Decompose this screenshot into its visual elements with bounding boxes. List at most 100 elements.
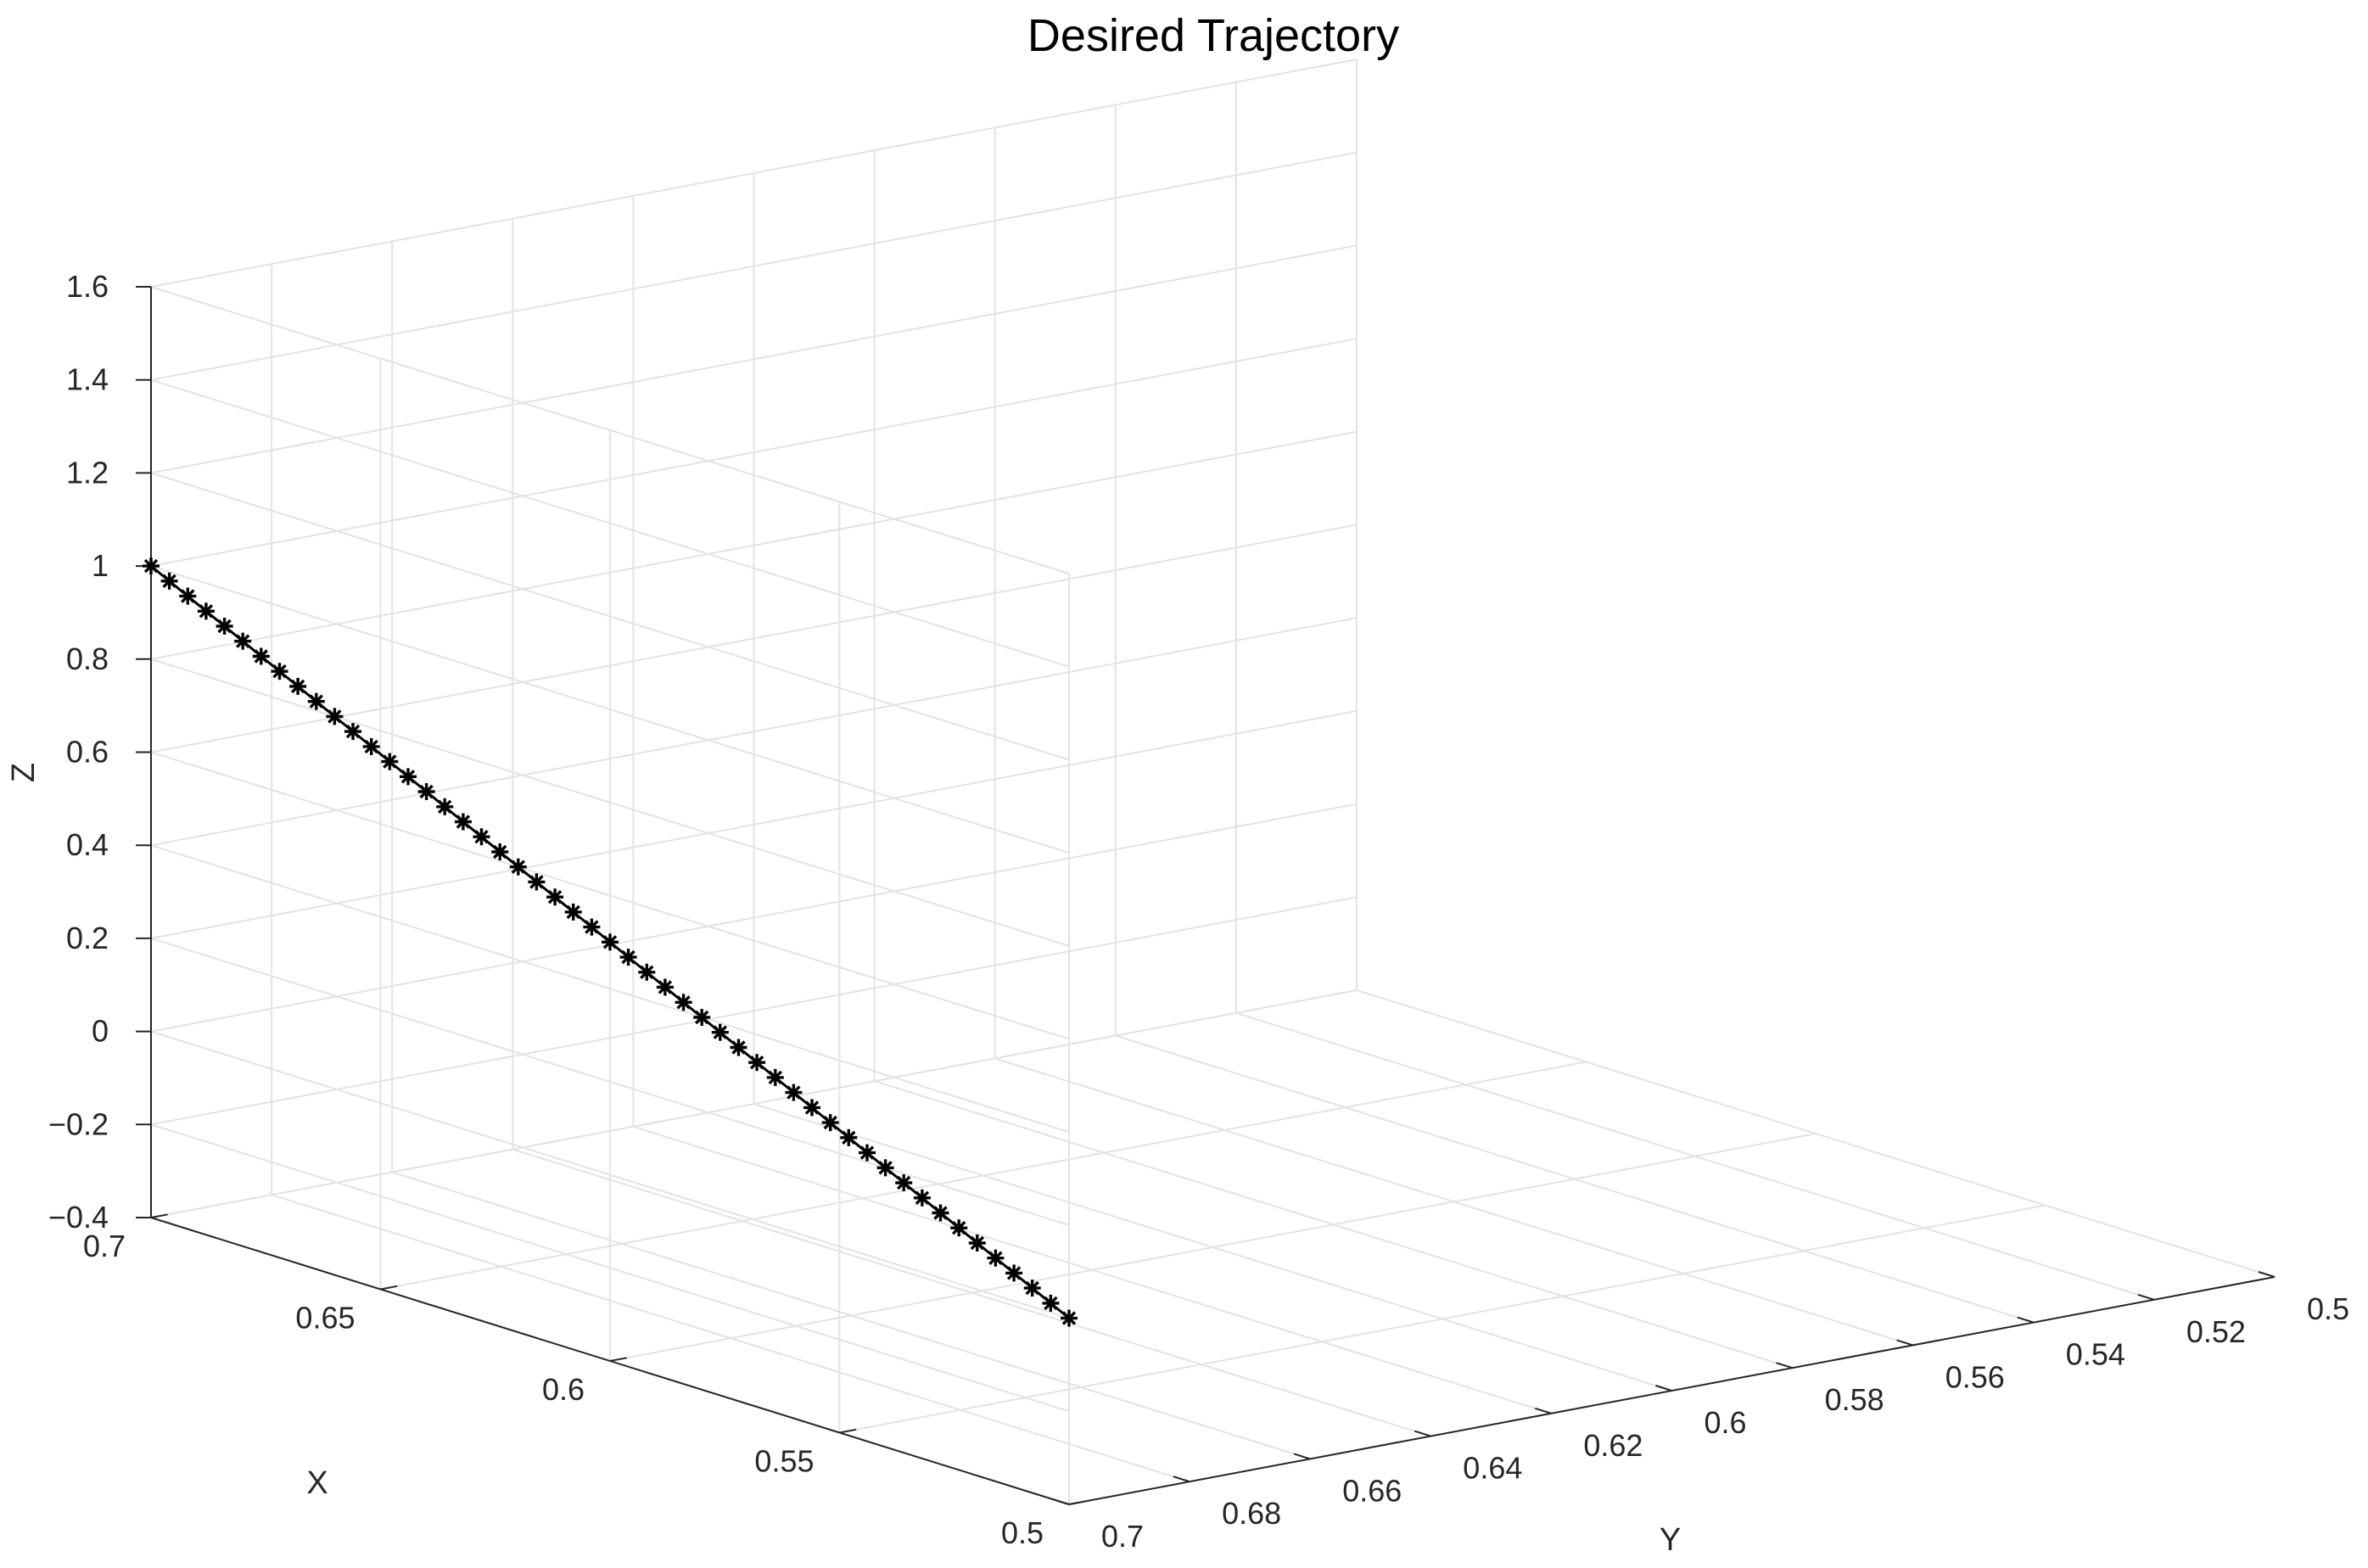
trajectory-point bbox=[436, 798, 454, 815]
axis-labels: 0.5 0.55 0.6 0.65 0.7 0.5 0.52 0.54 0.56 0.58 0.6 0… bbox=[6, 269, 2349, 1558]
trajectory-point bbox=[968, 1235, 986, 1252]
z-tick-label: 0.4 bbox=[66, 827, 109, 862]
y-tick bbox=[1776, 1362, 1793, 1369]
grid-line-backwall-z bbox=[150, 803, 1358, 1033]
y-tick bbox=[1655, 1385, 1672, 1392]
x-tick-label: 0.55 bbox=[754, 1444, 814, 1479]
y-tick bbox=[1414, 1430, 1431, 1437]
trajectory-point bbox=[1023, 1280, 1041, 1297]
trajectory-point bbox=[638, 963, 656, 981]
trajectory-point bbox=[656, 978, 674, 996]
y-tick bbox=[2137, 1293, 2155, 1301]
grid-line-floor-y bbox=[753, 1103, 1672, 1392]
grid-line-backwall-z bbox=[150, 617, 1358, 847]
trajectory-point bbox=[1005, 1264, 1023, 1282]
trajectory-point bbox=[326, 708, 344, 725]
marker-stroke bbox=[547, 889, 563, 904]
grid-lines bbox=[150, 59, 2276, 1505]
y-tick-label: 0.62 bbox=[1583, 1428, 1643, 1463]
grid-line-floor-y bbox=[512, 1148, 1431, 1437]
trajectory-point bbox=[803, 1099, 820, 1117]
x-tick-label: 0.65 bbox=[295, 1301, 355, 1336]
trajectory-point bbox=[417, 783, 435, 800]
grid-line-sidewall-z bbox=[150, 751, 1070, 1040]
grid-line-sidewall-z bbox=[150, 472, 1070, 761]
marker-stroke bbox=[217, 619, 232, 634]
marker-stroke bbox=[456, 815, 471, 829]
trajectory-point bbox=[1042, 1294, 1060, 1312]
trajectory-point bbox=[344, 723, 361, 741]
trajectory-point bbox=[546, 888, 564, 906]
trajectory-point bbox=[895, 1174, 913, 1191]
marker-stroke bbox=[419, 784, 434, 799]
marker-stroke bbox=[823, 1115, 837, 1130]
trajectory-point bbox=[528, 873, 546, 891]
marker-stroke bbox=[970, 1235, 985, 1251]
marker-stroke bbox=[859, 1145, 875, 1160]
trajectory-point bbox=[160, 572, 178, 590]
trajectory-point bbox=[748, 1054, 766, 1072]
y-tick-label: 0.68 bbox=[1222, 1496, 1281, 1531]
trajectory-point bbox=[252, 647, 270, 665]
grid-line-sidewall-z bbox=[150, 1123, 1070, 1413]
z-tick-label: −0.4 bbox=[48, 1200, 109, 1235]
x-axis-title: X bbox=[306, 1465, 327, 1501]
marker-stroke bbox=[162, 574, 176, 589]
z-tick-label: 0 bbox=[92, 1014, 109, 1049]
marker-stroke bbox=[437, 799, 452, 815]
trajectory-point bbox=[675, 994, 692, 1011]
trajectory-point bbox=[583, 918, 601, 936]
marker-stroke bbox=[143, 558, 159, 574]
marker-stroke bbox=[804, 1100, 820, 1115]
y-tick bbox=[1052, 1498, 1070, 1505]
z-tick-label: 1.4 bbox=[66, 362, 109, 397]
grid-line-sidewall-z bbox=[150, 937, 1070, 1226]
y-tick-label: 0.6 bbox=[1705, 1405, 1747, 1440]
y-tick bbox=[1293, 1453, 1311, 1460]
marker-stroke bbox=[768, 1070, 783, 1085]
trajectory-point bbox=[289, 677, 307, 695]
y-tick-label: 0.64 bbox=[1463, 1451, 1522, 1486]
trajectory-point bbox=[840, 1128, 858, 1146]
grid-line-sidewall-z bbox=[150, 565, 1070, 854]
marker-stroke bbox=[181, 589, 195, 603]
grid-line-backwall-z bbox=[150, 59, 1358, 288]
marker-stroke bbox=[713, 1025, 728, 1039]
marker-stroke bbox=[235, 634, 250, 648]
x-tick-label: 0.5 bbox=[1001, 1515, 1044, 1550]
x-tick-label: 0.6 bbox=[542, 1372, 585, 1407]
marker-stroke bbox=[676, 995, 691, 1010]
x-tick bbox=[609, 1357, 627, 1362]
trajectory-point bbox=[454, 813, 472, 831]
y-tick-label: 0.7 bbox=[1101, 1519, 1144, 1554]
y-tick bbox=[2017, 1316, 2035, 1324]
marker-stroke bbox=[474, 829, 489, 844]
x-tick bbox=[380, 1285, 398, 1291]
chart-title: Desired Trajectory bbox=[1027, 10, 1399, 61]
grid-line-sidewall-z bbox=[150, 658, 1070, 947]
trajectory-series bbox=[143, 557, 1078, 1327]
y-tick-label: 0.66 bbox=[1342, 1473, 1402, 1508]
marker-stroke bbox=[1044, 1296, 1058, 1311]
trajectory-point bbox=[509, 858, 527, 876]
marker-stroke bbox=[602, 935, 618, 949]
y-tick-label: 0.5 bbox=[2307, 1291, 2349, 1326]
z-tick-label: 0.2 bbox=[66, 921, 109, 955]
marker-stroke bbox=[787, 1085, 801, 1100]
trajectory-point bbox=[913, 1189, 931, 1207]
marker-stroke bbox=[1025, 1280, 1039, 1296]
trajectory-point bbox=[362, 737, 380, 755]
marker-stroke bbox=[585, 920, 599, 934]
x-tick bbox=[150, 1213, 168, 1218]
y-tick bbox=[1173, 1476, 1190, 1483]
trajectory-point bbox=[381, 753, 399, 770]
grid-line-backwall-z bbox=[150, 244, 1358, 474]
x-tick bbox=[1068, 1500, 1086, 1505]
marker-stroke bbox=[896, 1175, 911, 1190]
grid-line-sidewall-z bbox=[150, 286, 1070, 574]
y-tick bbox=[1896, 1339, 1913, 1347]
trajectory-point bbox=[785, 1084, 803, 1101]
trajectory-point bbox=[821, 1114, 839, 1132]
grid-line-floor-y bbox=[874, 1080, 1793, 1369]
z-tick-label: 0.6 bbox=[66, 735, 109, 770]
